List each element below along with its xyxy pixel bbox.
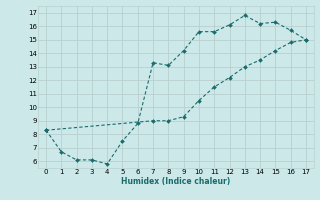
X-axis label: Humidex (Indice chaleur): Humidex (Indice chaleur) (121, 177, 231, 186)
